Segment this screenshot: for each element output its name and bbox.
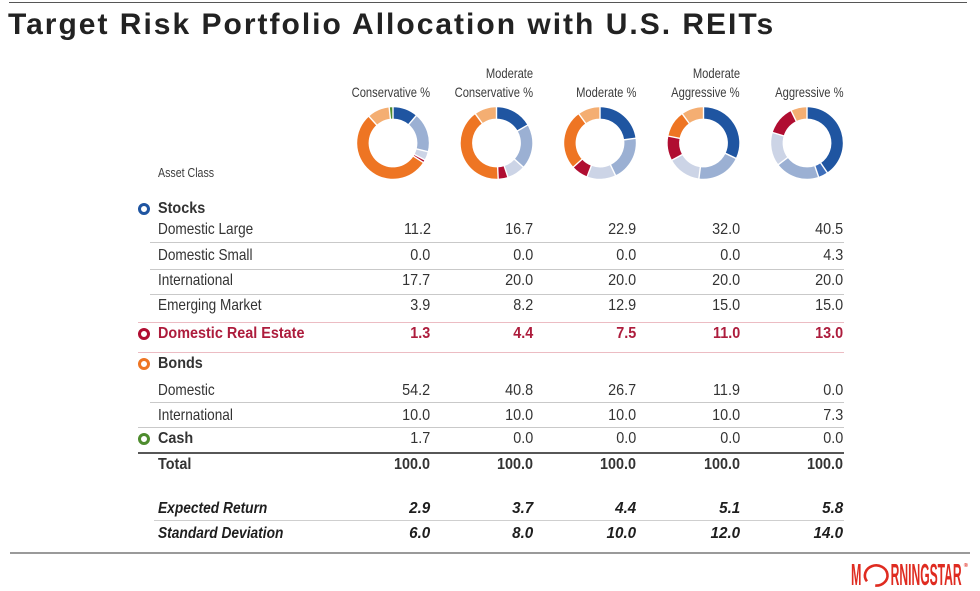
svg-text:M: M xyxy=(851,557,861,591)
svg-text:RNINGSTAR: RNINGSTAR xyxy=(891,557,962,591)
svg-text:®: ® xyxy=(964,562,969,569)
